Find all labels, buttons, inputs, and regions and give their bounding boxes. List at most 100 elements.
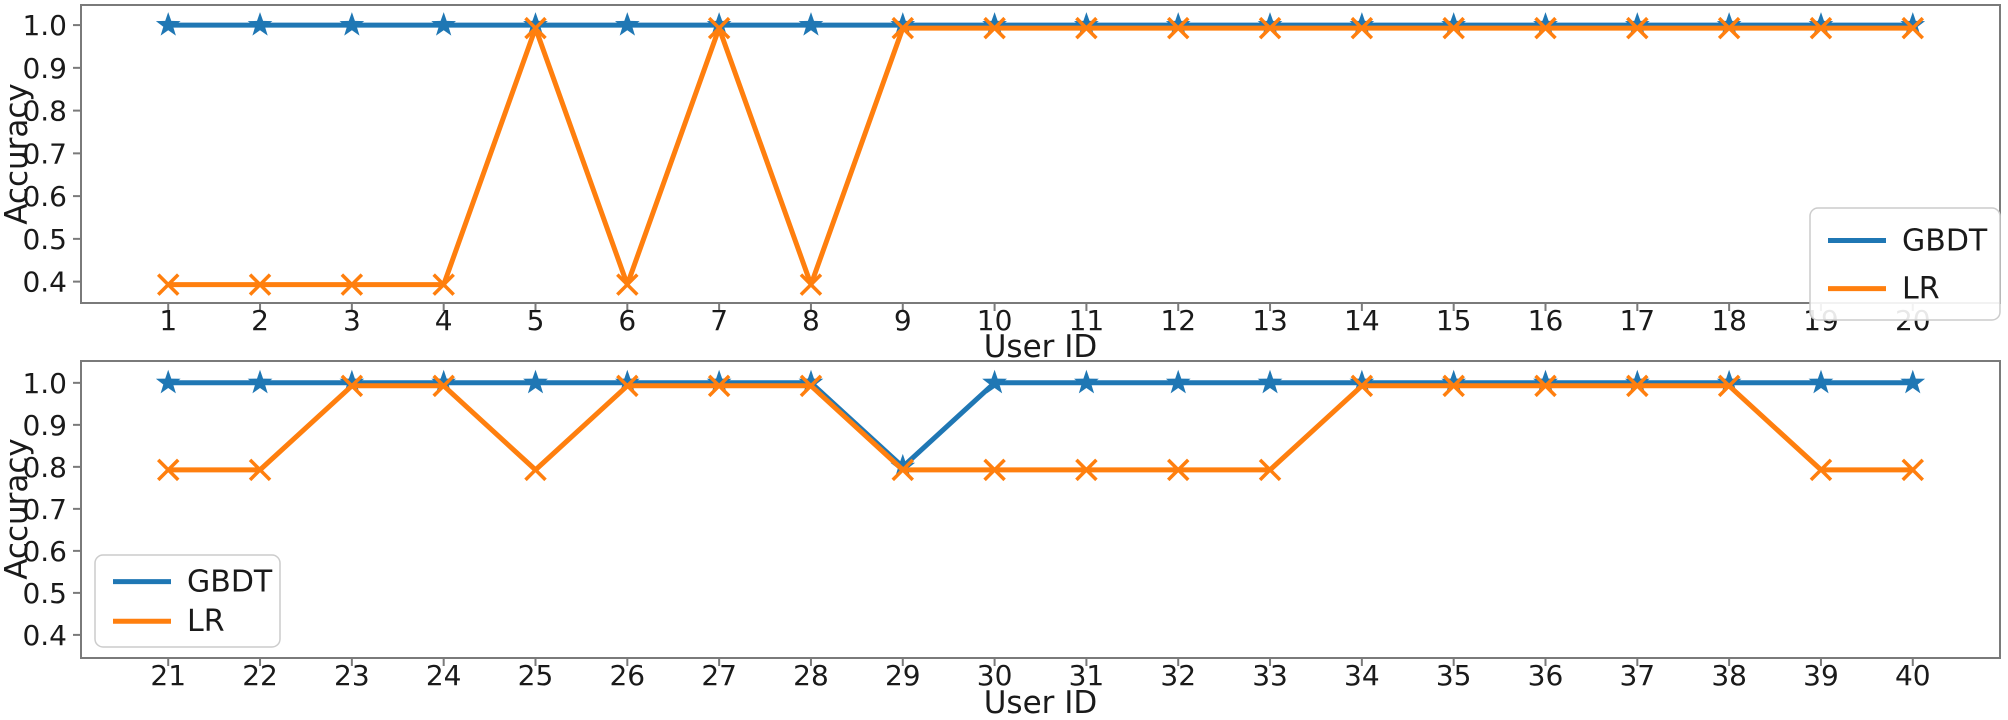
gbdt-line: [168, 380, 1913, 470]
gbdt-marker: [247, 369, 273, 394]
gbdt-marker: [890, 12, 916, 36]
legend-label: GBDT: [187, 565, 273, 600]
gbdt-marker: [431, 369, 456, 394]
lr-marker: [616, 273, 639, 296]
x-tick-label: 9: [894, 304, 912, 337]
lr-marker: [707, 16, 731, 40]
lr-marker: [432, 374, 455, 398]
lr-marker: [1534, 16, 1557, 40]
y-tick-label: 0.4: [22, 266, 67, 299]
lr-marker: [1809, 16, 1833, 40]
lr-marker: [340, 374, 364, 398]
lr-marker: [1534, 374, 1557, 398]
gbdt-marker: [1716, 369, 1742, 394]
lr-marker: [1350, 374, 1374, 398]
lr-marker: [1166, 458, 1190, 482]
gbdt-marker: [155, 12, 181, 36]
x-tick-label: 10: [977, 304, 1013, 337]
gbdt-marker: [1808, 12, 1834, 36]
legend-label: LR: [187, 604, 225, 639]
x-tick-label: 37: [1619, 659, 1655, 692]
lr-marker: [1901, 458, 1925, 482]
gbdt-marker: [1900, 12, 1926, 36]
gbdt-marker: [1716, 12, 1742, 36]
legend-label: GBDT: [1902, 223, 1988, 258]
lr-marker: [891, 16, 915, 40]
lr-marker: [1075, 458, 1098, 482]
lr-marker: [1258, 458, 1282, 482]
gbdt-marker: [1074, 369, 1099, 394]
x-tick-label: 30: [977, 659, 1013, 692]
x-tick-label: 31: [1069, 659, 1105, 692]
gbdt-marker: [1900, 369, 1926, 394]
gbdt-marker: [615, 12, 640, 36]
x-tick-label: 6: [618, 304, 636, 337]
x-tick-label: 33: [1252, 659, 1288, 692]
lr-marker: [156, 458, 180, 482]
lr-marker: [891, 458, 915, 482]
gbdt-marker: [1441, 369, 1466, 394]
gbdt-marker: [1625, 12, 1650, 36]
lr-marker: [1809, 458, 1833, 482]
lr-marker: [156, 273, 180, 296]
x-tick-label: 15: [1436, 304, 1472, 337]
y-tick-label: 0.5: [22, 223, 67, 256]
x-tick-label: 1: [159, 304, 177, 337]
lr-line: [168, 383, 1913, 473]
x-tick-label: 14: [1344, 304, 1380, 337]
gbdt-marker: [798, 12, 824, 36]
x-tick-label: 22: [242, 659, 278, 692]
lr-marker: [1626, 374, 1649, 398]
lr-marker: [983, 16, 1006, 40]
lr-marker: [983, 458, 1006, 482]
y-tick-label: 0.4: [22, 619, 67, 652]
gbdt-marker: [1808, 369, 1834, 394]
gbdt-marker: [1349, 12, 1375, 36]
x-tick-label: 4: [435, 304, 453, 337]
x-tick-label: 29: [885, 659, 921, 692]
gbdt-marker: [982, 369, 1007, 394]
gbdt-marker: [1533, 369, 1558, 394]
y-tick-label: 0.9: [22, 52, 67, 85]
x-axis-label: User ID: [984, 329, 1098, 365]
lr-marker: [248, 273, 272, 296]
lr-marker: [1350, 16, 1374, 40]
gbdt-marker: [615, 369, 640, 394]
lr-marker: [707, 374, 731, 398]
x-tick-label: 2: [251, 304, 269, 337]
lr-marker: [1166, 16, 1190, 40]
gbdt-marker: [247, 12, 273, 36]
y-tick-label: 0.9: [22, 409, 67, 442]
plot-border: [80, 360, 2001, 659]
lr-line: [168, 25, 1913, 288]
x-tick-label: 11: [1069, 304, 1105, 337]
lr-marker: [799, 273, 823, 296]
legend-box: [1809, 207, 2001, 321]
x-tick-label: 34: [1344, 659, 1380, 692]
gbdt-marker: [1165, 12, 1191, 36]
gbdt-marker: [706, 369, 732, 394]
y-tick-label: 0.7: [22, 493, 67, 526]
x-tick-label: 39: [1803, 659, 1839, 692]
x-tick-label: 28: [793, 659, 829, 692]
gbdt-marker: [155, 369, 181, 394]
gbdt-marker: [1165, 369, 1191, 394]
gbdt-marker: [1257, 12, 1283, 36]
x-tick-label: 5: [527, 304, 545, 337]
gbdt-marker: [982, 12, 1007, 36]
x-tick-label: 36: [1528, 659, 1564, 692]
x-tick-label: 8: [802, 304, 820, 337]
x-tick-label: 35: [1436, 659, 1472, 692]
y-tick-label: 1.0: [22, 367, 67, 400]
y-tick-label: 0.8: [22, 95, 67, 128]
lr-marker: [1901, 16, 1925, 40]
lr-marker: [799, 374, 823, 398]
x-tick-label: 16: [1528, 304, 1564, 337]
x-tick-label: 26: [609, 659, 645, 692]
y-axis-label: Accuracy: [0, 438, 35, 580]
lr-marker: [524, 458, 547, 482]
x-tick-label: 3: [343, 304, 361, 337]
gbdt-marker: [1625, 369, 1650, 394]
